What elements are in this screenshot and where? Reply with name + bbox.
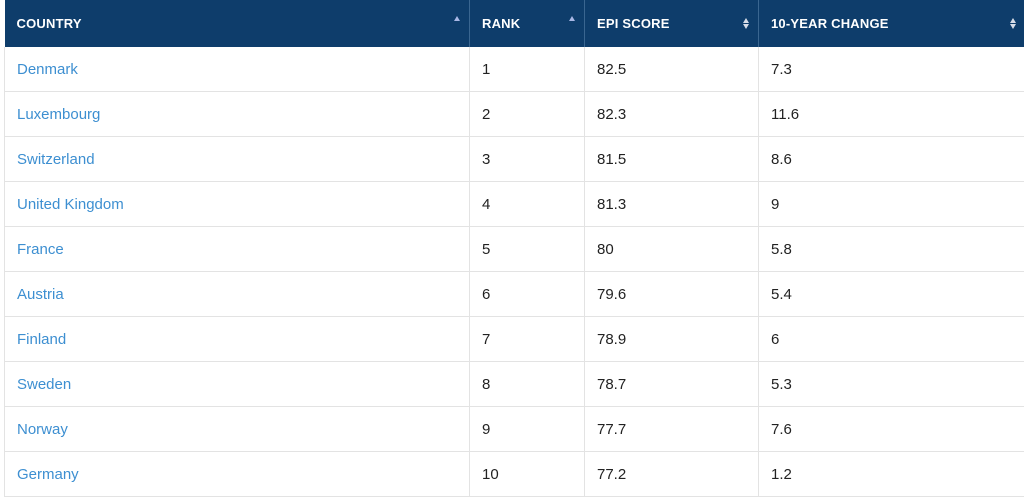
change-cell: 6	[758, 316, 1024, 362]
change-cell: 5.3	[758, 361, 1024, 407]
change-cell: 7.6	[758, 406, 1024, 452]
table-row: Switzerland 3 81.5 8.6	[4, 136, 1024, 182]
column-header-label: RANK	[482, 16, 521, 31]
sort-ascending-icon	[454, 0, 460, 47]
column-header-label: COUNTRY	[16, 16, 82, 31]
table-row: Luxembourg 2 82.3 11.6	[4, 91, 1024, 137]
epi-score-cell: 78.9	[584, 316, 759, 362]
country-link[interactable]: Denmark	[4, 47, 470, 92]
epi-table-container: COUNTRY RANK EPI SCORE 10-YEAR CHANGE	[4, 0, 1024, 497]
table-body: Denmark 1 82.5 7.3 Luxembourg 2 82.3 11.…	[4, 47, 1024, 497]
sort-ascending-icon	[569, 0, 575, 47]
rank-cell: 5	[469, 226, 585, 272]
change-cell: 9	[758, 181, 1024, 227]
change-cell: 8.6	[758, 136, 1024, 182]
rank-cell: 10	[469, 451, 585, 497]
table-row: Finland 7 78.9 6	[4, 316, 1024, 362]
epi-score-cell: 79.6	[584, 271, 759, 317]
epi-score-cell: 82.5	[584, 47, 759, 92]
table-row: Norway 9 77.7 7.6	[4, 406, 1024, 452]
rank-cell: 3	[469, 136, 585, 182]
rank-cell: 7	[469, 316, 585, 362]
column-header-epi-score[interactable]: EPI SCORE	[584, 0, 759, 47]
rank-cell: 6	[469, 271, 585, 317]
change-cell: 5.4	[758, 271, 1024, 317]
change-cell: 5.8	[758, 226, 1024, 272]
country-link[interactable]: Norway	[4, 406, 470, 452]
sort-both-icon	[1009, 0, 1016, 47]
rank-cell: 8	[469, 361, 585, 407]
epi-ranking-table: COUNTRY RANK EPI SCORE 10-YEAR CHANGE	[4, 0, 1024, 497]
sort-both-icon	[743, 0, 749, 47]
epi-score-cell: 81.3	[584, 181, 759, 227]
country-link[interactable]: United Kingdom	[4, 181, 470, 227]
table-row: Germany 10 77.2 1.2	[4, 451, 1024, 497]
change-cell: 7.3	[758, 47, 1024, 92]
table-row: United Kingdom 4 81.3 9	[4, 181, 1024, 227]
country-link[interactable]: Luxembourg	[4, 91, 470, 137]
rank-cell: 9	[469, 406, 585, 452]
country-link[interactable]: Germany	[4, 451, 470, 497]
table-row: France 5 80 5.8	[4, 226, 1024, 272]
rank-cell: 2	[469, 91, 585, 137]
epi-score-cell: 81.5	[584, 136, 759, 182]
column-header-country[interactable]: COUNTRY	[4, 0, 470, 47]
change-cell: 1.2	[758, 451, 1024, 497]
column-header-label: EPI SCORE	[597, 16, 670, 31]
column-header-rank[interactable]: RANK	[469, 0, 585, 47]
table-row: Austria 6 79.6 5.4	[4, 271, 1024, 317]
change-cell: 11.6	[758, 91, 1024, 137]
column-header-label: 10-YEAR CHANGE	[771, 16, 889, 31]
rank-cell: 1	[469, 47, 585, 92]
country-link[interactable]: France	[4, 226, 470, 272]
column-header-10-year-change[interactable]: 10-YEAR CHANGE	[758, 0, 1024, 47]
epi-score-cell: 77.7	[584, 406, 759, 452]
header-row: COUNTRY RANK EPI SCORE 10-YEAR CHANGE	[4, 0, 1024, 47]
country-link[interactable]: Austria	[4, 271, 470, 317]
epi-score-cell: 80	[584, 226, 759, 272]
country-link[interactable]: Sweden	[4, 361, 470, 407]
country-link[interactable]: Finland	[4, 316, 470, 362]
epi-score-cell: 77.2	[584, 451, 759, 497]
rank-cell: 4	[469, 181, 585, 227]
epi-score-cell: 78.7	[584, 361, 759, 407]
country-link[interactable]: Switzerland	[4, 136, 470, 182]
table-row: Sweden 8 78.7 5.3	[4, 361, 1024, 407]
epi-score-cell: 82.3	[584, 91, 759, 137]
table-row: Denmark 1 82.5 7.3	[4, 47, 1024, 92]
table-header: COUNTRY RANK EPI SCORE 10-YEAR CHANGE	[4, 0, 1024, 47]
